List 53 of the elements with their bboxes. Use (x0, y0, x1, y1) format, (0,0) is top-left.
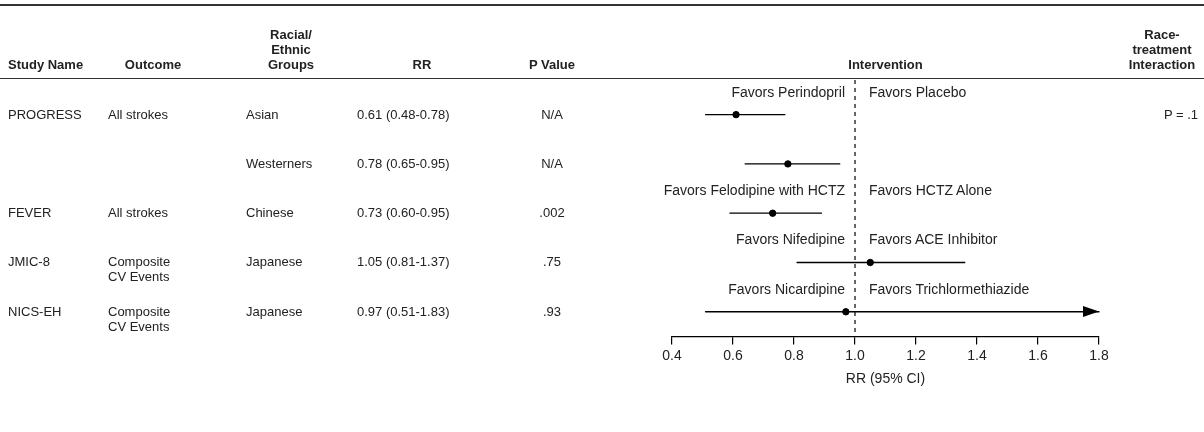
text: .93 (541, 303, 563, 319)
text: .002 (538, 205, 566, 221)
text: JMIC-8 (8, 254, 51, 270)
point (732, 110, 740, 119)
text: 0.61 (0.48-0.78) (357, 106, 451, 122)
x-tick-label: 0.6 (723, 346, 743, 363)
x-tick-label: 0.4 (662, 346, 682, 363)
text: Westerners (246, 155, 314, 171)
x-tick-label: 1.0 (845, 346, 865, 363)
text: FEVER (8, 205, 53, 221)
text: Japanese (246, 303, 304, 319)
text: Racial/ Ethnic Groups (266, 27, 316, 72)
chart-title: Intervention (847, 57, 924, 72)
text: P Value (528, 57, 576, 72)
text: NICS-EH (8, 303, 63, 319)
text: All strokes (108, 205, 169, 221)
annotation: Favors Felodipine with HCTZ (663, 182, 845, 199)
x-tick-label: 1.2 (906, 346, 926, 363)
text: Composite CV Events (108, 303, 172, 334)
annotation: Favors Nifedipine (736, 231, 845, 248)
annotation: Favors Perindopril (731, 83, 845, 100)
text: Study Name (8, 57, 85, 72)
text: Composite CV Events (108, 254, 172, 285)
text: PROGRESS (8, 106, 83, 122)
x-tick-label: 1.6 (1028, 346, 1048, 363)
text: All strokes (108, 106, 169, 122)
text: 0.73 (0.60-0.95) (357, 205, 451, 221)
text: 0.78 (0.65-0.95) (357, 155, 451, 171)
point (784, 160, 792, 168)
annotation: Favors Nicardipine (728, 280, 845, 297)
annotation: Favors HCTZ Alone (869, 182, 992, 199)
text: Outcome (123, 57, 183, 72)
annotation: Favors Placebo (869, 83, 967, 100)
annotation: Favors ACE Inhibitor (869, 231, 998, 248)
text: Chinese (246, 205, 295, 221)
text: 1.05 (0.81-1.37) (357, 254, 451, 270)
x-tick-label: 1.8 (1089, 346, 1109, 363)
text: N/A (540, 155, 564, 171)
text: Asian (246, 106, 280, 122)
x-tick-label: 1.4 (967, 346, 987, 363)
point (842, 308, 850, 316)
point (768, 209, 777, 217)
point (866, 258, 874, 267)
text: Japanese (246, 254, 304, 270)
text: RR (411, 57, 433, 72)
text: Race-treatment Interaction (1127, 27, 1197, 72)
x-axis-title: RR (95% CI) (845, 370, 926, 387)
text: N/A (540, 106, 564, 122)
text: .75 (541, 254, 563, 270)
x-tick-label: 0.8 (784, 346, 804, 363)
annotation: Favors Trichlormethiazide (869, 280, 1030, 297)
text: P = .1 (1162, 106, 1198, 122)
text: 0.97 (0.51-1.83) (357, 303, 451, 319)
